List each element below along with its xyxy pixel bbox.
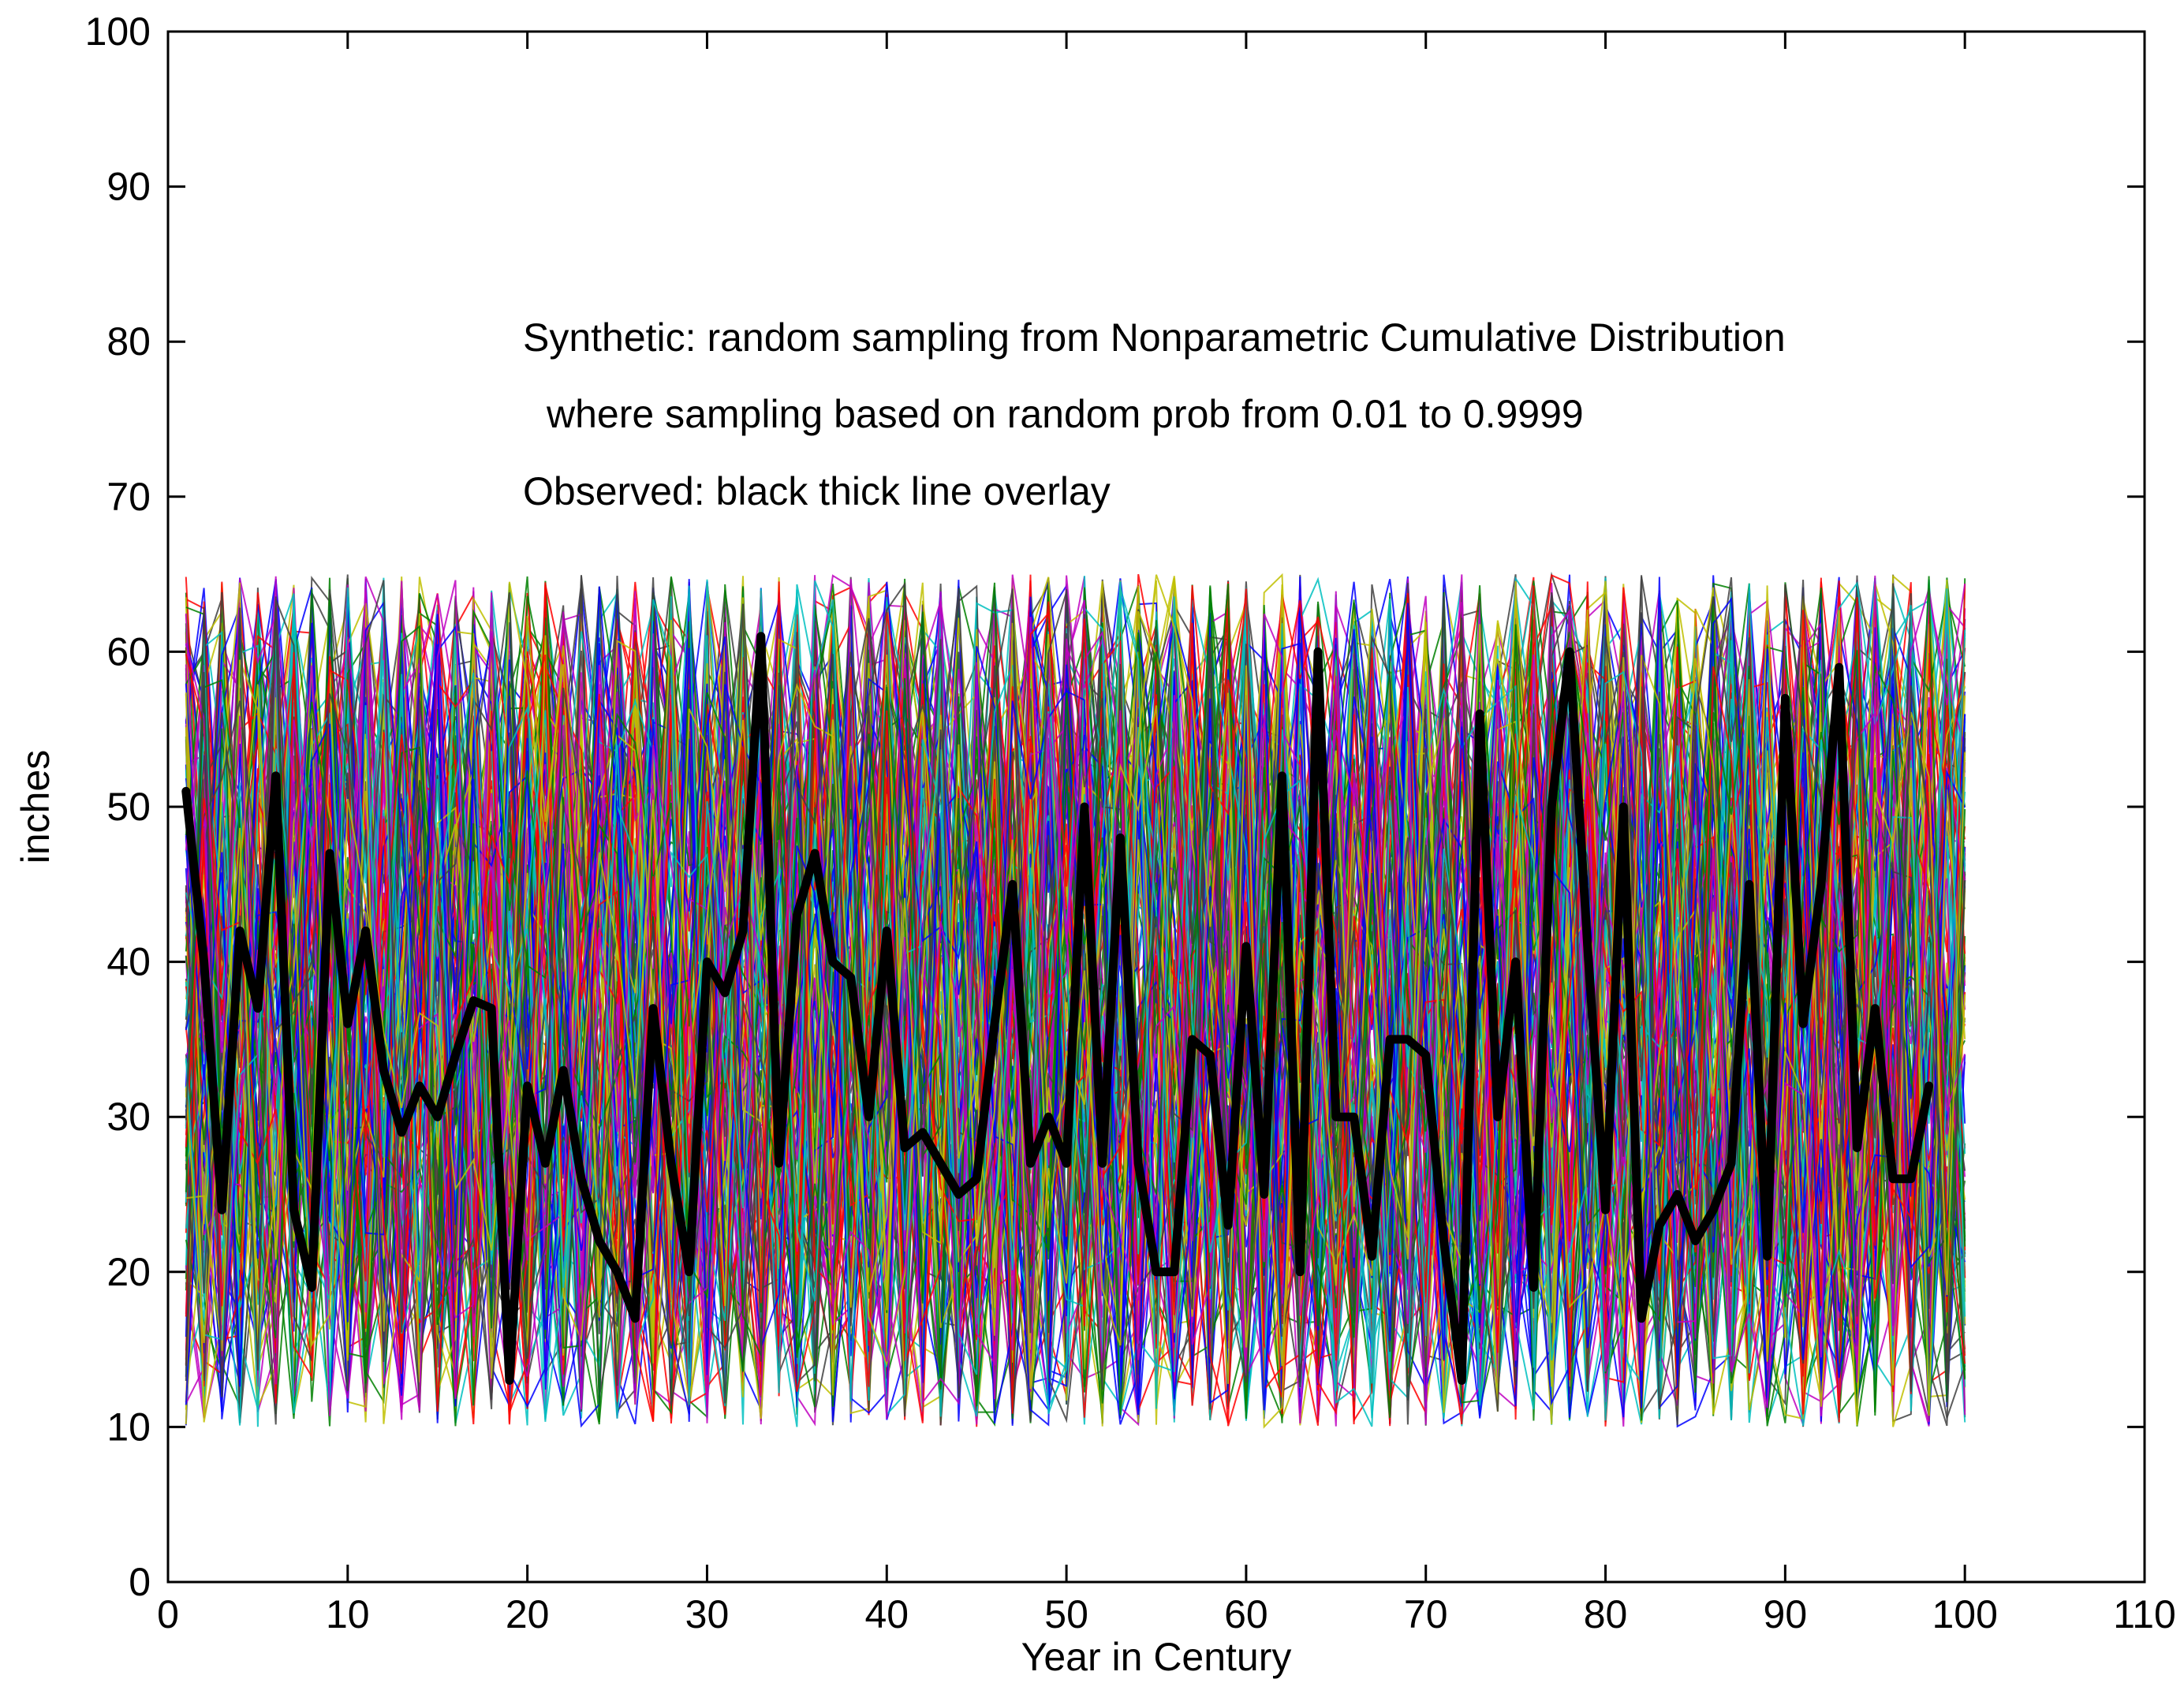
x-tick-label: 20 [506,1592,550,1636]
x-tick-label: 80 [1584,1592,1628,1636]
y-tick-label: 40 [106,940,151,984]
observed-line-layer [181,632,1934,1385]
annotation-synthetic: Synthetic: random sampling from Nonparam… [523,315,1786,360]
x-tick-label: 100 [1932,1592,1997,1636]
x-tick-label: 110 [2113,1592,2176,1636]
synthetic-series-line [185,574,1966,1420]
x-tick-labels: 0 10 20 30 40 50 60 70 80 90 100 110 [157,1592,2176,1636]
y-tick-label: 0 [129,1560,151,1604]
x-tick-label: 50 [1044,1592,1088,1636]
x-tick-label: 10 [326,1592,370,1636]
x-tick-label: 0 [157,1592,179,1636]
y-tick-label: 90 [106,165,151,209]
y-tick-label: 100 [85,9,151,54]
y-tick-label: 10 [106,1405,151,1449]
y-tick-label: 70 [106,475,151,519]
synthetic-series-line [185,575,1966,1425]
y-tick-label: 80 [106,319,151,364]
y-tick-label: 20 [106,1250,151,1294]
y-tick-label: 50 [106,785,151,829]
x-tick-label: 60 [1224,1592,1268,1636]
x-tick-label: 40 [864,1592,909,1636]
y-tick-label: 30 [106,1095,151,1139]
axis-ticks [166,30,2146,1584]
x-tick-label: 30 [685,1592,730,1636]
x-tick-label: 90 [1764,1592,1808,1636]
synthetic-series-line [185,584,1966,1419]
y-tick-labels: 0 10 20 30 40 50 60 70 80 90 100 [85,9,151,1604]
observed-series-line [181,632,1934,1385]
y-tick-label: 60 [106,629,151,673]
x-tick-label: 70 [1404,1592,1448,1636]
annotation-observed: Observed: black thick line overlay [523,469,1111,513]
x-axis-label: Year in Century [1021,1635,1292,1679]
y-axis-label: inches [13,750,58,864]
annotation-sampling: where sampling based on random prob from… [546,392,1584,436]
synthetic-series-line [185,576,1966,1416]
synthetic-series-line [185,577,1966,1427]
synthetic-series-line [185,575,1966,1416]
